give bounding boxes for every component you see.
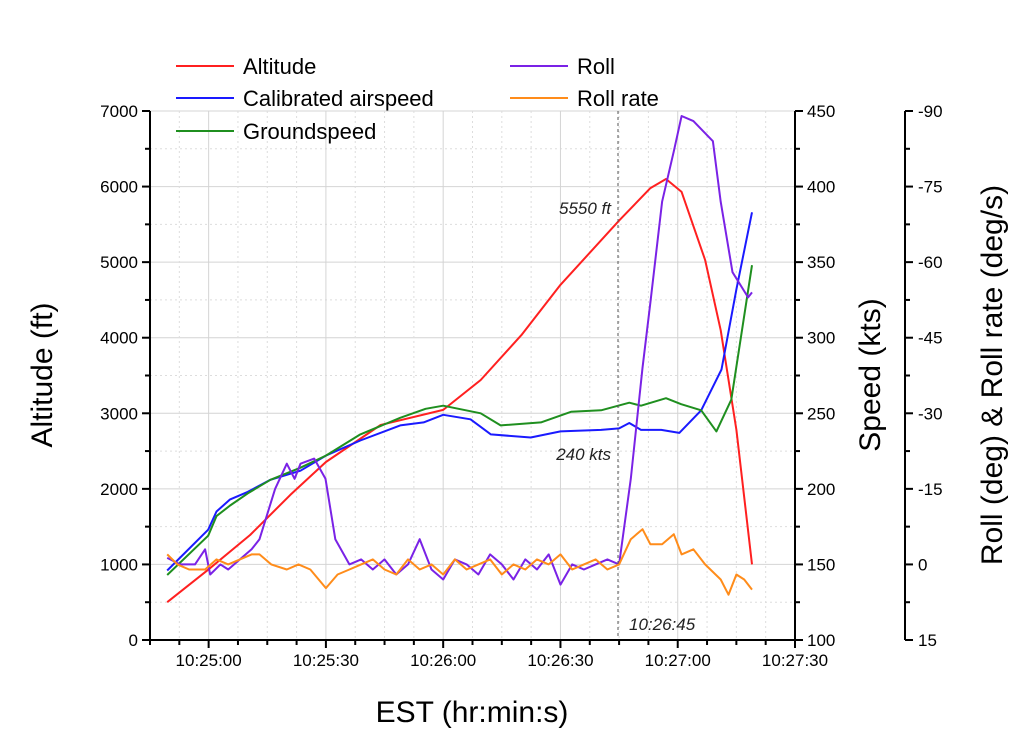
y-tick-label-roll: -45	[918, 329, 943, 348]
series-line-altitude	[166, 178, 753, 603]
y-axis-label-speed: Speed (kts)	[854, 298, 887, 451]
y-tick-label-roll: -15	[918, 480, 943, 499]
y-tick-label-speed: 350	[807, 253, 835, 272]
annotation-speed: 240 kts	[555, 445, 611, 464]
y-tick-label-speed: 250	[807, 404, 835, 423]
series-lines	[166, 115, 753, 603]
y-axis-label-left: Altitude (ft)	[26, 302, 59, 447]
y-tick-label-left: 5000	[100, 253, 138, 272]
legend: Altitude Calibrated airspeed Groundspeed Ro…	[176, 54, 659, 144]
legend-label: Altitude	[243, 54, 316, 79]
series-line-groundspeed	[166, 265, 753, 576]
x-tick-label: 10:25:00	[176, 651, 242, 670]
y-tick-label-roll: 0	[918, 555, 927, 574]
y-tick-label-speed: 200	[807, 480, 835, 499]
legend-label: Groundspeed	[243, 119, 376, 144]
x-tick-label: 10:27:00	[645, 651, 711, 670]
y-axis-label-roll: Roll (deg) & Roll rate (deg/s)	[976, 185, 1009, 565]
y-tick-label-speed: 150	[807, 555, 835, 574]
x-tick-label: 10:25:30	[293, 651, 359, 670]
x-tick-label: 10:27:30	[762, 651, 828, 670]
y-tick-label-left: 6000	[100, 178, 138, 197]
legend-label: Roll	[577, 54, 615, 79]
legend-label: Roll rate	[577, 86, 659, 111]
y-tick-label-roll: -30	[918, 404, 943, 423]
annotation-altitude: 5550 ft	[559, 199, 612, 218]
grid	[149, 110, 796, 641]
y-tick-label-left: 0	[129, 631, 138, 650]
x-axis-label: EST (hr:min:s)	[376, 696, 569, 729]
y-tick-label-left: 1000	[100, 555, 138, 574]
legend-label: Calibrated airspeed	[243, 86, 434, 111]
y-tick-label-roll: 15	[918, 631, 937, 650]
y-tick-label-roll: -75	[918, 178, 943, 197]
y-tick-label-left: 4000	[100, 329, 138, 348]
y-tick-label-left: 7000	[100, 102, 138, 121]
y-tick-label-left: 2000	[100, 480, 138, 499]
y-tick-label-left: 3000	[100, 404, 138, 423]
series-line-calibrated-airspeed	[166, 212, 753, 572]
x-tick-label: 10:26:30	[527, 651, 593, 670]
series-line-roll-rate	[166, 528, 753, 596]
x-tick-label: 10:26:00	[410, 651, 476, 670]
annotation-time: 10:26:45	[629, 615, 696, 634]
y-tick-label-roll: -90	[918, 102, 943, 121]
y-tick-label-speed: 300	[807, 329, 835, 348]
y-tick-label-roll: -60	[918, 253, 943, 272]
y-tick-label-speed: 400	[807, 178, 835, 197]
y-tick-label-speed: 450	[807, 102, 835, 121]
axes: 0100020003000400050006000700010015020025…	[100, 102, 942, 670]
y-tick-label-speed: 100	[807, 631, 835, 650]
